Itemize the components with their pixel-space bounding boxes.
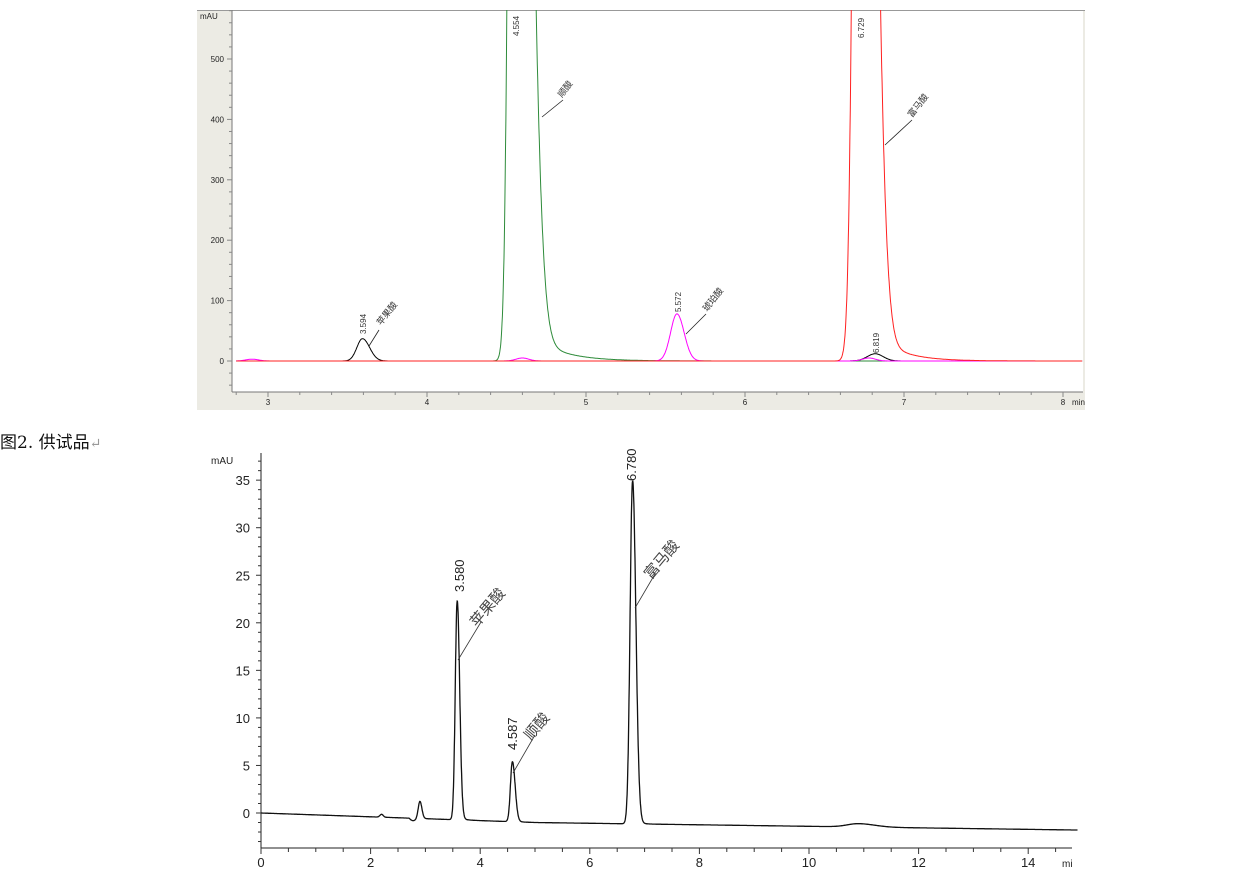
x-tick-label: 8 — [696, 855, 703, 870]
x-tick-label: 6 — [743, 398, 748, 407]
label-leader-line — [884, 119, 913, 146]
x-tick-label: 14 — [1021, 855, 1035, 870]
label-leader-line — [457, 621, 482, 661]
peak-name-label: 顺酸 — [520, 709, 553, 744]
x-tick-label: 0 — [257, 855, 264, 870]
y-axis-label: mAU — [211, 456, 233, 467]
y-tick-label: 200 — [211, 236, 225, 245]
x-tick-label: 7 — [902, 398, 907, 407]
y-tick-label: 30 — [236, 521, 250, 536]
x-tick-label: 4 — [425, 398, 430, 407]
label-leader-line — [685, 313, 707, 335]
y-tick-label: 0 — [220, 357, 225, 366]
y-tick-label: 35 — [236, 473, 250, 488]
y-tick-label: 0 — [243, 806, 250, 821]
retention-time-label: 5.572 — [674, 291, 683, 312]
label-leader-line — [512, 734, 536, 774]
peak-name-label: 苹果酸 — [466, 585, 509, 631]
y-tick-label: 500 — [211, 55, 225, 64]
series-line-0 — [261, 479, 1078, 831]
retention-time-label: 3.594 — [359, 313, 368, 334]
retention-time-label: 3.580 — [452, 559, 467, 592]
peak-name-label: 富马酸 — [640, 537, 683, 583]
x-tick-label: 10 — [802, 855, 816, 870]
x-tick-label: 2 — [367, 855, 374, 870]
x-tick-label: 8 — [1061, 398, 1066, 407]
y-tick-label: 10 — [236, 711, 250, 726]
retention-time-label: 4.587 — [505, 717, 520, 750]
caption-text: 图2. 供试品 — [0, 433, 90, 453]
x-tick-label: 5 — [584, 398, 589, 407]
y-tick-label: 400 — [211, 115, 225, 124]
y-tick-label: 25 — [236, 568, 250, 583]
plot-area — [232, 10, 1083, 392]
x-tick-label: 3 — [266, 398, 271, 407]
x-tick-label: 4 — [477, 855, 484, 870]
retention-time-label: 4.554 — [512, 15, 521, 36]
label-leader-line — [541, 99, 564, 118]
y-tick-label: 300 — [211, 176, 225, 185]
label-leader-line — [368, 329, 380, 347]
y-tick-label: 15 — [236, 663, 250, 678]
x-tick-label: 6 — [586, 855, 593, 870]
series-line-3 — [236, 10, 1083, 362]
paragraph-mark: ↵ — [89, 436, 102, 452]
y-tick-label: 20 — [236, 616, 250, 631]
retention-time-label: 6.780 — [624, 448, 639, 481]
x-tick-label: 12 — [911, 855, 925, 870]
label-leader-line — [634, 573, 656, 609]
retention-time-label: 6.819 — [872, 332, 881, 353]
retention-time-label: 6.729 — [857, 17, 866, 38]
x-axis-label: min — [1072, 398, 1085, 407]
x-axis-label: mi — [1062, 859, 1073, 870]
y-axis-label: mAU — [200, 12, 218, 21]
y-tick-label: 100 — [211, 297, 225, 306]
figure-caption: 图2. 供试品↵ — [0, 428, 101, 453]
y-tick-label: 5 — [243, 758, 250, 773]
